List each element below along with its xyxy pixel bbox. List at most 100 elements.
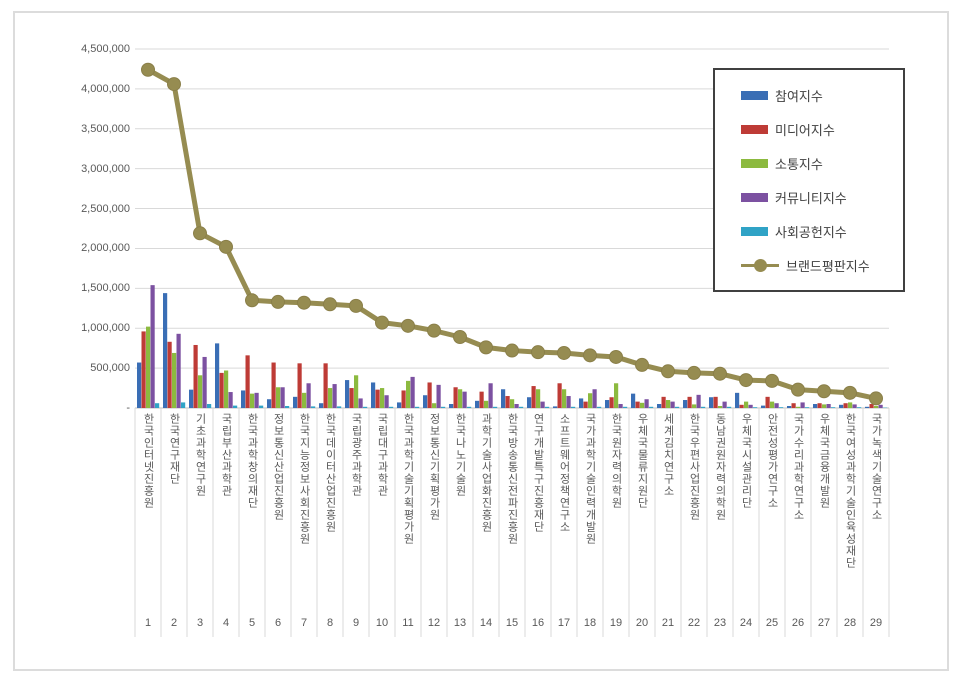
bar-커뮤니티지수 [852, 404, 857, 408]
category-number: 25 [765, 617, 779, 629]
category-number: 1 [144, 617, 152, 629]
category-number: 5 [248, 617, 256, 629]
category-label: 한국방송통신전파진흥원 [506, 413, 518, 545]
bar-소통지수 [848, 402, 853, 408]
bar-사회공헌지수 [571, 406, 576, 408]
legend-label: 커뮤니티지수 [775, 190, 847, 206]
legend-label: 브랜드평판지수 [786, 258, 870, 274]
y-tick-label: 2,000,000 [81, 242, 130, 255]
category-label: 한국원자력의학원 [610, 413, 622, 509]
bar-커뮤니티지수 [774, 403, 779, 408]
bar-미디어지수 [583, 401, 588, 408]
legend-label: 소통지수 [775, 156, 823, 172]
category-label: 국립광주과학관 [350, 413, 362, 497]
bar-커뮤니티지수 [280, 387, 285, 408]
category-label: 한국우편사업진흥원 [688, 413, 700, 521]
bar-사회공헌지수 [649, 406, 654, 408]
bar-미디어지수 [843, 403, 848, 408]
bar-커뮤니티지수 [358, 398, 363, 408]
brand-index-marker [427, 323, 441, 338]
category-number: 27 [817, 617, 831, 629]
brand-index-marker [609, 349, 623, 364]
bar-사회공헌지수 [337, 406, 342, 408]
bar-소통지수 [484, 400, 489, 408]
bar-커뮤니티지수 [514, 404, 519, 408]
bar-참여지수 [345, 380, 350, 408]
bar-참여지수 [475, 400, 480, 408]
brand-index-marker [375, 315, 389, 330]
bar-커뮤니티지수 [696, 394, 701, 408]
bar-소통지수 [666, 400, 671, 408]
category-number: 29 [869, 617, 883, 629]
bar-사회공헌지수 [467, 406, 472, 408]
bar-커뮤니티지수 [540, 401, 545, 408]
category-label: 한국여성과학기술인육성재단 [844, 413, 856, 569]
category-number: 19 [609, 617, 623, 629]
category-label: 한국과학창의재단 [246, 413, 258, 509]
bar-커뮤니티지수 [332, 384, 337, 408]
bar-미디어지수 [141, 331, 146, 408]
brand-index-marker [869, 391, 883, 406]
bar-사회공헌지수 [805, 407, 810, 408]
bar-사회공헌지수 [727, 406, 732, 408]
bar-미디어지수 [193, 344, 198, 408]
brand-index-marker [167, 77, 181, 92]
bar-소통지수 [302, 392, 307, 408]
bar-커뮤니티지수 [488, 383, 493, 408]
bar-소통지수 [510, 399, 515, 408]
bar-커뮤니티지수 [306, 383, 311, 408]
legend-item-미디어지수: 미디어지수 [741, 119, 903, 139]
legend-label: 참여지수 [775, 88, 823, 104]
bar-사회공헌지수 [831, 407, 836, 408]
bar-미디어지수 [453, 387, 458, 408]
bar-미디어지수 [167, 341, 172, 408]
bar-참여지수 [527, 397, 532, 408]
brand-index-marker [219, 239, 233, 254]
bar-미디어지수 [817, 403, 822, 408]
brand-index-marker [323, 297, 337, 312]
legend-item-참여지수: 참여지수 [741, 85, 903, 105]
category-label: 기초과학연구원 [194, 413, 206, 497]
bar-사회공헌지수 [753, 407, 758, 408]
bar-참여지수 [553, 406, 558, 408]
bar-커뮤니티지수 [618, 404, 623, 408]
category-label: 국립대구과학관 [376, 413, 388, 497]
category-label: 국가녹색기술연구소 [870, 413, 882, 521]
category-label: 국립부산과학관 [220, 413, 232, 497]
bar-커뮤니티지수 [800, 402, 805, 408]
brand-index-marker [687, 365, 701, 380]
category-number: 23 [713, 617, 727, 629]
bar-커뮤니티지수 [176, 333, 181, 408]
category-label: 세계김치연구소 [662, 413, 674, 497]
bar-참여지수 [397, 402, 402, 408]
category-label: 한국인터넷진흥원 [142, 413, 154, 509]
category-number: 20 [635, 617, 649, 629]
category-number: 8 [326, 617, 334, 629]
bar-사회공헌지수 [597, 406, 602, 408]
category-label: 연구개발특구진흥재단 [532, 413, 544, 533]
bar-참여지수 [839, 404, 844, 408]
bar-소통지수 [614, 383, 619, 408]
bar-미디어지수 [349, 388, 354, 408]
bar-사회공헌지수 [181, 402, 186, 408]
category-number: 17 [557, 617, 571, 629]
category-number: 12 [427, 617, 441, 629]
brand-index-marker [557, 345, 571, 360]
bar-커뮤니티지수 [566, 396, 571, 408]
bar-참여지수 [267, 399, 272, 408]
category-number: 16 [531, 617, 545, 629]
bar-소통지수 [146, 326, 151, 408]
bar-커뮤니티지수 [826, 404, 831, 408]
bar-소통지수 [874, 406, 879, 408]
bar-사회공헌지수 [155, 403, 160, 408]
legend-label: 미디어지수 [775, 122, 835, 138]
bar-커뮤니티지수 [436, 384, 441, 408]
category-label: 한국지능정보사회진흥원 [298, 413, 310, 545]
bar-참여지수 [761, 405, 766, 408]
category-label: 한국데이터산업진흥원 [324, 413, 336, 533]
bar-소통지수 [588, 393, 593, 408]
bar-소통지수 [562, 389, 567, 408]
category-label: 동남권원자력의학원 [714, 413, 726, 521]
brand-index-marker [739, 373, 753, 388]
bar-사회공헌지수 [623, 406, 628, 408]
